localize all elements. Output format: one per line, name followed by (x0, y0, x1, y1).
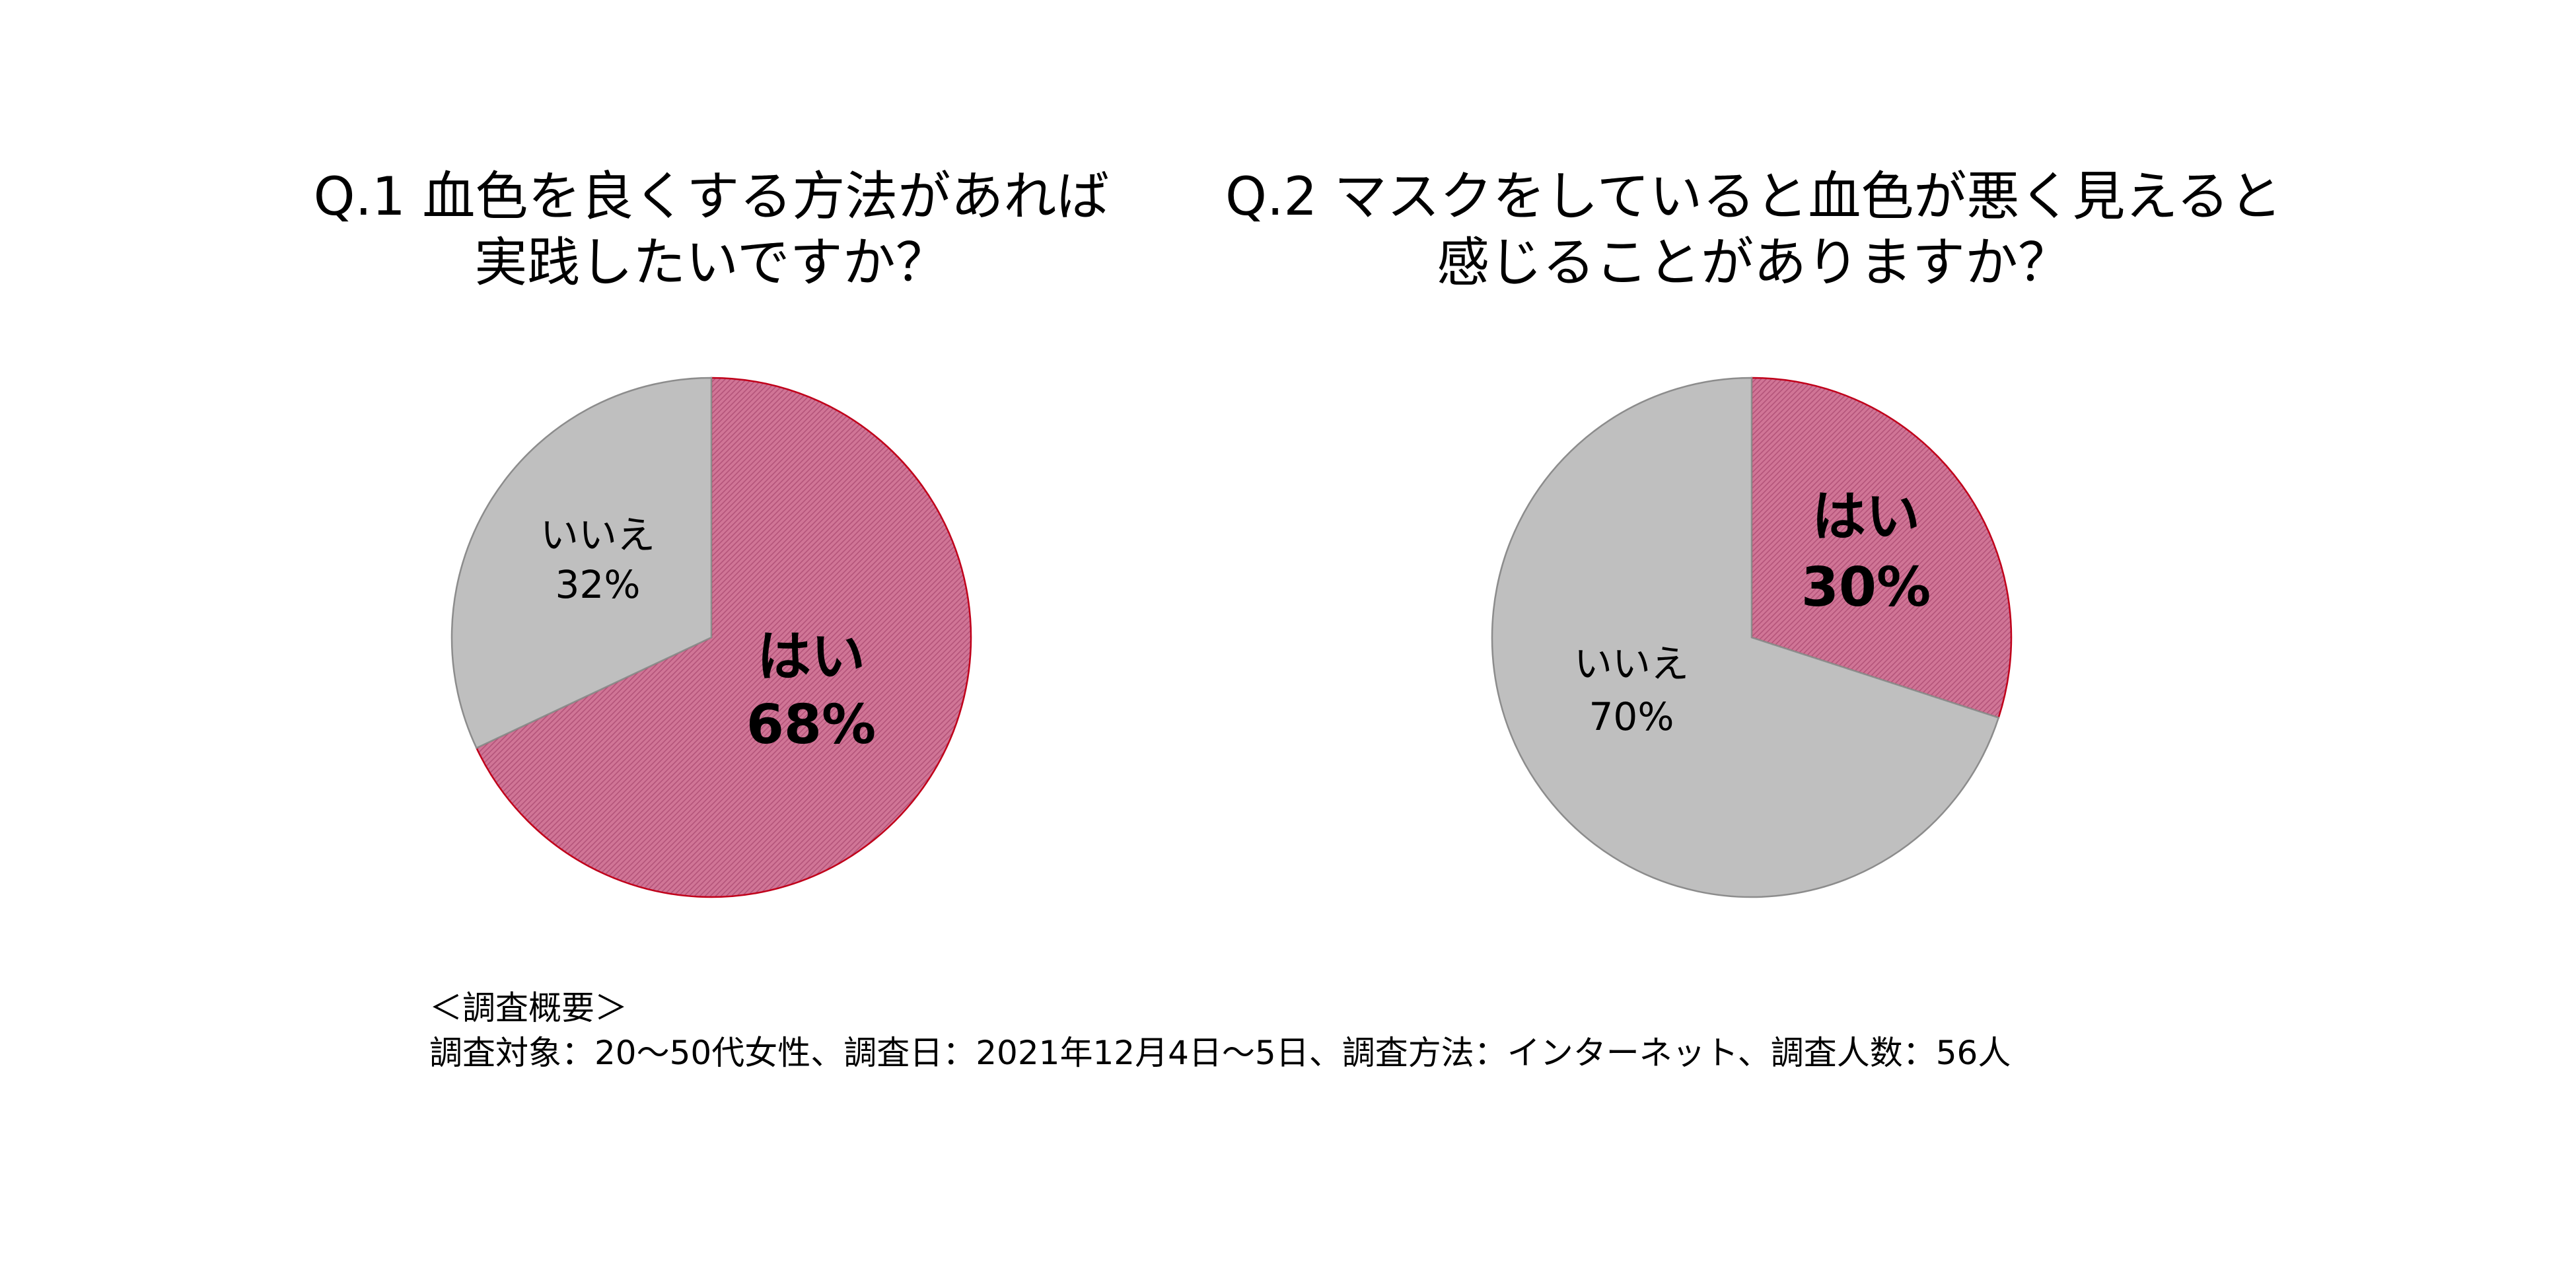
pie-slice-no (1491, 377, 2000, 898)
chart-title-line-1: Q.1 血色を良くする方法があれば (314, 166, 1110, 227)
survey-notes: ＜調査概要＞ 調査対象：20～50代女性、調査日：2021年12月4日～5日、調… (429, 986, 2011, 1075)
slice-value-yes: 30% (1801, 556, 1931, 619)
slice-label-yes: はい (1812, 486, 1920, 548)
chart-title-line-2: 実践したいですか？ (474, 232, 948, 293)
slice-value-yes: 68% (746, 694, 876, 756)
chart-title-line-2: 感じることがありますか？ (1437, 232, 2071, 293)
slice-value-no: 32% (555, 562, 641, 607)
survey-notes-detail: 調査対象：20～50代女性、調査日：2021年12月4日～5日、調査方法：インタ… (429, 1034, 2011, 1072)
survey-notes-heading: ＜調査概要＞ (429, 989, 627, 1027)
slice-label-yes: はい (757, 626, 865, 688)
pie-slice-no (450, 377, 713, 749)
chart-title-line-1: Q.2 マスクをしていると血色が悪く見えると (1225, 166, 2282, 227)
slice-label-no: いいえ (540, 513, 655, 558)
pie-chart-q1: Q.1 血色を良くする方法があれば 実践したいですか？ はい 68% いいえ 3… (314, 166, 1110, 898)
pie-slice-yes (475, 377, 972, 898)
slice-label-no: いいえ (1574, 641, 1689, 686)
pie-chart-q2: Q.2 マスクをしていると血色が悪く見えると 感じることがありますか？ はい 3… (1225, 166, 2282, 898)
pie-slice-yes (1750, 377, 2013, 719)
slice-value-no: 70% (1589, 694, 1674, 739)
